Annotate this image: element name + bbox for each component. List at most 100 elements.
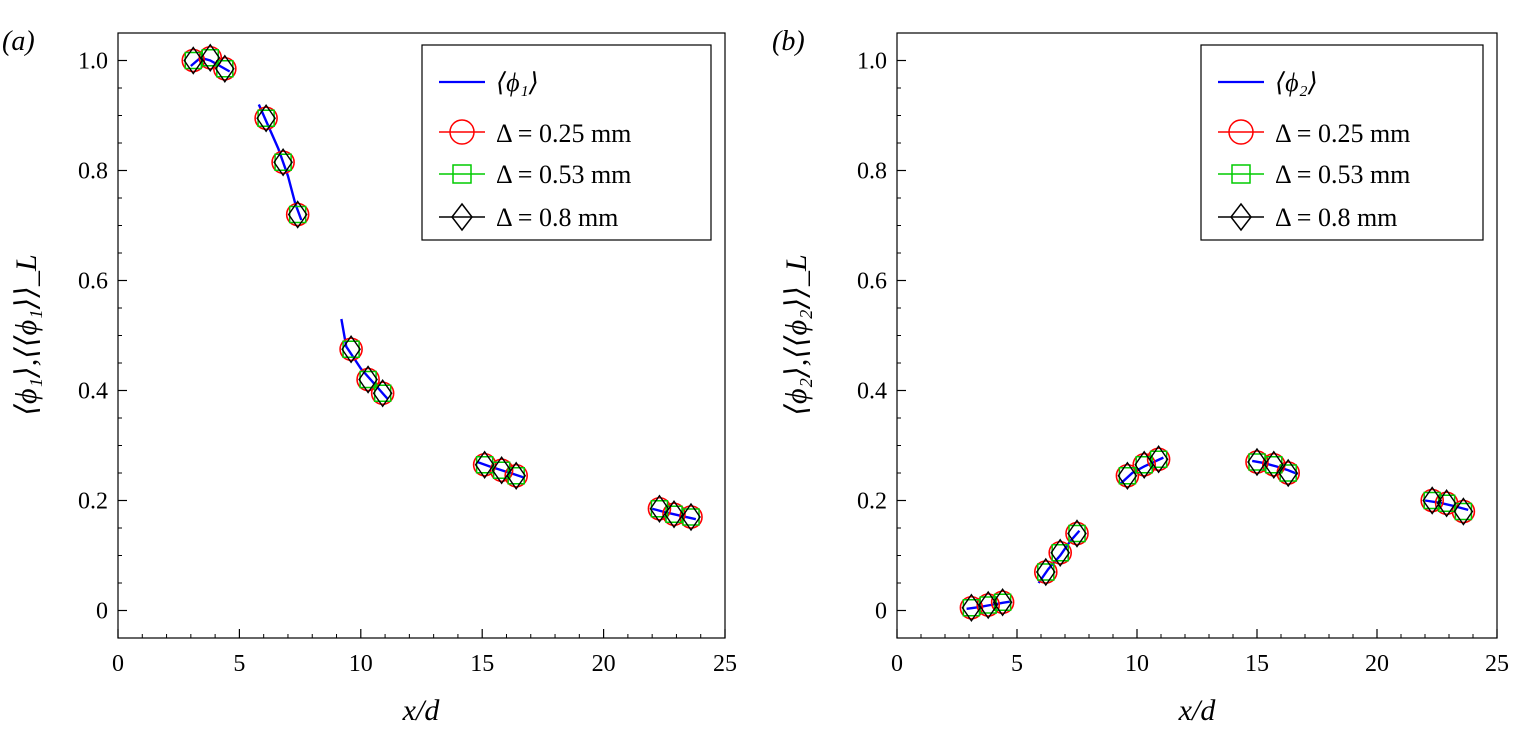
data-point-diamond	[474, 450, 495, 479]
legend: ⟨ϕ₁⟩ Δ = 0.25 mm Δ = 0.53 mm Δ = 0.8 mm	[421, 44, 712, 241]
data-point-circle	[647, 496, 672, 521]
data-point-square	[1135, 456, 1153, 474]
data-point-diamond	[1050, 538, 1071, 567]
data-point-diamond	[256, 104, 276, 133]
data-point-square	[342, 340, 360, 358]
series-line-segment	[1037, 529, 1081, 584]
legend-diamond-marker	[1230, 202, 1252, 232]
legend-diamond-marker	[451, 202, 473, 232]
legend-square-marker	[452, 164, 472, 184]
data-point-diamond	[1263, 450, 1284, 479]
x-tick-label: 10	[349, 651, 373, 677]
series-line-segment	[476, 460, 524, 479]
series-line-segment	[651, 507, 697, 521]
data-point-diamond	[358, 365, 378, 394]
data-point-diamond	[1117, 461, 1138, 490]
legend-circle-marker	[1228, 119, 1254, 145]
data-point-diamond	[214, 54, 235, 83]
legend-circle-marker	[449, 119, 475, 145]
data-point-circle	[271, 150, 295, 175]
data-point-diamond	[1247, 447, 1267, 477]
data-point-circle	[662, 502, 686, 527]
data-point-circle	[370, 381, 395, 406]
data-point-circle	[213, 56, 237, 81]
data-point-circle	[254, 106, 278, 131]
data-point-circle	[990, 590, 1015, 615]
data-point-square	[216, 60, 234, 78]
legend-label-08: Δ = 0.8 mm	[1275, 203, 1397, 232]
data-point-circle	[504, 463, 528, 488]
data-point-square	[184, 51, 203, 70]
data-point-diamond	[273, 148, 293, 177]
plot-area: 0 5 10 15 20 25 0 0.2 0.4 0.6 0.8 1.0	[78, 43, 737, 677]
data-point-diamond	[961, 593, 982, 622]
data-point-diamond	[992, 588, 1013, 617]
y-tick-label: 1.0	[78, 49, 108, 75]
data-point-square	[650, 500, 669, 518]
y-tick-label: 0.8	[78, 159, 108, 185]
data-point-square	[359, 370, 377, 389]
data-point-square	[1068, 524, 1086, 543]
legend-label-025: Δ = 0.25 mm	[496, 119, 631, 148]
legend-label-025: Δ = 0.25 mm	[1275, 119, 1410, 148]
x-tick-label: 25	[713, 651, 737, 677]
legend-label-053: Δ = 0.53 mm	[496, 160, 631, 189]
y-tick-label: 0.4	[857, 379, 887, 405]
series-line-segment	[1424, 499, 1469, 512]
data-point-diamond	[1422, 486, 1443, 515]
y-tick-label: 0.2	[78, 489, 108, 515]
series-line-segment	[1251, 459, 1299, 476]
data-point-diamond	[287, 200, 308, 229]
data-point-circle	[181, 48, 206, 73]
plot-frame	[896, 32, 1498, 639]
data-point-circle	[1132, 452, 1156, 477]
data-point-circle	[1065, 521, 1089, 546]
plot-frame	[117, 32, 726, 639]
panel-label: (b)	[772, 26, 805, 57]
data-point-diamond	[1067, 519, 1087, 548]
series-line-segment	[257, 104, 303, 221]
x-tick-label: 0	[112, 651, 124, 677]
data-point-circle	[976, 593, 1001, 617]
x-axis-label: x/d	[402, 694, 441, 727]
plot-area: 0 5 10 15 20 25 0 0.2 0.4 0.6 0.8 1.0	[857, 49, 1509, 678]
data-point-square	[492, 461, 511, 479]
legend-line-label: ⟨ϕ₂⟩	[1275, 68, 1318, 97]
x-tick-label: 15	[470, 651, 494, 677]
data-point-circle	[1146, 447, 1171, 472]
data-point-diamond	[649, 494, 670, 523]
data-point-square	[507, 467, 525, 485]
data-point-diamond	[341, 335, 361, 364]
data-point-square	[288, 205, 307, 224]
data-point-diamond	[491, 456, 512, 485]
data-point-diamond	[372, 379, 393, 408]
x-axis-label: x/d	[1178, 694, 1217, 727]
data-point-square	[665, 505, 683, 523]
data-point-square	[1118, 467, 1137, 485]
data-point-diamond	[681, 502, 701, 532]
x-tick-label: 15	[1245, 651, 1269, 677]
data-point-square	[1454, 502, 1473, 521]
data-point-diamond	[1453, 497, 1474, 526]
data-point-circle	[339, 337, 363, 362]
y-tick-label: 0	[96, 599, 108, 625]
legend-line-label: ⟨ϕ₁⟩	[496, 68, 539, 97]
data-point-circle	[1048, 540, 1072, 565]
x-tick-label: 25	[1485, 651, 1509, 677]
data-point-diamond	[506, 461, 527, 490]
data-point-square	[682, 508, 700, 526]
x-tick-label: 10	[1125, 651, 1149, 677]
y-tick-label: 0.8	[857, 159, 887, 185]
legend-label-053: Δ = 0.53 mm	[1275, 160, 1410, 189]
panel-a: (a) 0 5 10 15 20 25 0 0.2 0.4 0.6 0.8 1.0 x/d ⟨ϕ₁⟩,…	[2, 26, 737, 727]
series-line-segment	[190, 56, 231, 73]
x-tick-label: 0	[891, 651, 903, 677]
x-tick-label: 5	[1011, 651, 1023, 677]
y-axis-label: ⟨ϕ₂⟩,⟨⟨ϕ₂⟩⟩_L	[780, 254, 813, 415]
legend-label-08: Δ = 0.8 mm	[496, 203, 618, 232]
y-tick-label: 0.6	[857, 269, 887, 295]
series-line-segment	[966, 600, 1010, 611]
data-point-diamond	[1436, 489, 1457, 518]
data-point-diamond	[1278, 458, 1299, 488]
panel-label: (a)	[2, 26, 35, 57]
